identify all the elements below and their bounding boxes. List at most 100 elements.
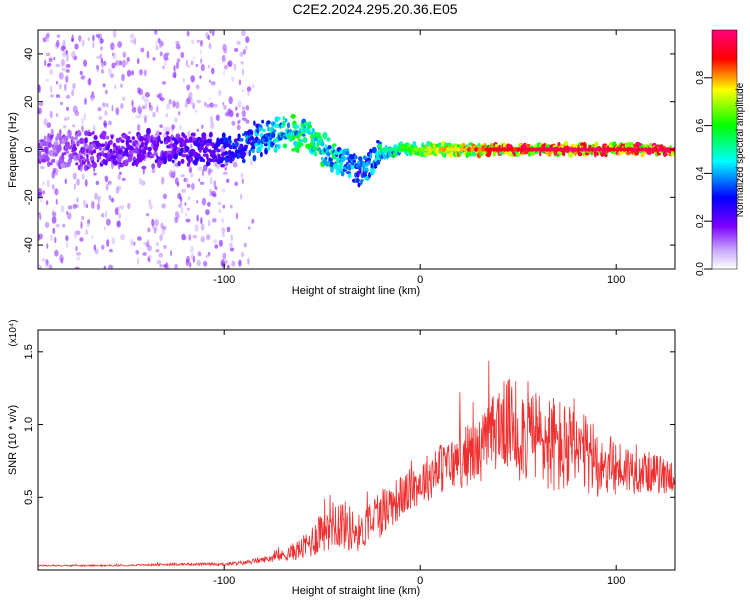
spectrogram-cell: [241, 117, 247, 121]
spectrogram-cell: [47, 62, 52, 66]
spectrogram-cell: [124, 147, 129, 155]
spectrogram-cell: [361, 179, 364, 182]
spectrogram-cell: [632, 147, 638, 152]
spectrogram-cell: [200, 143, 205, 147]
spectrogram-cell: [204, 101, 207, 107]
spectrogram-cell: [58, 72, 64, 80]
spectrogram-ylabel: Frequency (Hz): [7, 112, 19, 188]
spectrogram-cell: [569, 147, 574, 152]
spectrogram-cell: [241, 178, 244, 184]
spectrogram-cell: [101, 213, 105, 218]
spectrogram-cell: [135, 249, 140, 255]
spectrogram-cell: [52, 227, 56, 234]
spectrogram-cell: [267, 126, 270, 132]
spectrogram-cell: [197, 251, 202, 257]
spectrogram-cell: [417, 147, 422, 152]
spectrogram-cell: [157, 135, 161, 143]
spectrogram-cell: [172, 100, 176, 108]
spectrogram-cell: [226, 178, 230, 183]
spectrogram-cell: [128, 153, 133, 159]
spectrogram-cell: [184, 102, 188, 108]
spectrogram-cell: [363, 167, 369, 174]
spectrogram-cell: [158, 132, 162, 135]
spectrogram-cell: [625, 147, 631, 152]
spectrogram-cell: [93, 244, 97, 251]
spectrogram-cell: [363, 155, 367, 160]
spectrogram-cell: [38, 84, 41, 91]
spectrogram-cell: [108, 194, 112, 201]
spectrogram-cell: [371, 169, 375, 175]
spectrogram-cell: [65, 235, 69, 242]
colorbar: 0.0 0.2 0.4 0.6 0.8 Normalized spectral ampl…: [695, 29, 746, 276]
spectrogram-cell: [69, 136, 75, 140]
spectrogram-cell: [165, 113, 169, 118]
spectrogram-cell: [643, 147, 648, 152]
spectrogram-cell: [302, 136, 308, 144]
spectrogram-cell: [63, 124, 67, 129]
spectrogram-cell: [562, 147, 567, 152]
spectrogram-cell: [194, 109, 198, 113]
spectrogram-cell: [196, 200, 199, 204]
spectrogram-cell: [618, 147, 624, 152]
spectrogram-cell: [234, 142, 239, 147]
spectrogram-cell: [55, 198, 58, 205]
spectrogram-cell: [221, 54, 226, 63]
spectrogram-cell: [106, 239, 110, 248]
spectrogram-cell: [101, 130, 107, 137]
spectrogram-cell: [166, 136, 171, 143]
spectrogram-cell: [45, 78, 50, 82]
spectrogram-cell: [254, 128, 257, 135]
spectrogram-cell: [221, 226, 226, 234]
spectrogram-cell: [449, 147, 454, 152]
spectrogram-cell: [210, 190, 216, 197]
spectrogram-cell: [234, 181, 239, 186]
spectrogram-cell: [488, 147, 493, 152]
spectrogram-cell: [86, 221, 90, 228]
spectrogram-cell: [229, 160, 233, 164]
spectrogram-cell: [188, 91, 193, 100]
spectrogram-cell: [214, 103, 218, 108]
spectrogram-cell: [205, 153, 209, 160]
spectrogram-ytick-label: 20: [23, 96, 35, 108]
spectrogram-cell: [121, 145, 125, 149]
spectrogram-cell: [90, 150, 94, 156]
spectrogram-cell: [474, 147, 479, 152]
spectrogram-cell: [154, 219, 159, 226]
spectrogram-cell: [223, 64, 228, 70]
spectrogram-cell: [155, 242, 159, 247]
spectrogram-cell: [326, 137, 331, 142]
spectrogram-cell: [191, 39, 194, 45]
spectrogram-cell: [197, 166, 203, 172]
spectrogram-cell: [141, 180, 146, 186]
spectrogram-cell: [137, 236, 142, 241]
spectrogram-cell: [587, 147, 592, 152]
figure-title: C2E2.2024.295.20.36.E05: [292, 1, 457, 17]
spectrogram-marks: [38, 30, 675, 269]
spectrogram-cell: [196, 99, 202, 104]
spectrogram-cell: [131, 106, 137, 113]
spectrogram-cell: [103, 120, 107, 127]
spectrogram-cell: [71, 89, 75, 97]
spectrogram-cell: [229, 247, 235, 252]
snr-panel: -100 0 100 0.5 1.0 1.5 Height of straight lin…: [7, 319, 676, 597]
spectrogram-cell: [187, 130, 191, 138]
spectrogram-cell: [135, 115, 141, 119]
spectrogram-panel: -100 0 100 -40 -20 0 20 40 Height of straight l…: [7, 29, 676, 297]
spectrogram-cell: [96, 65, 100, 72]
spectrogram-cell: [136, 124, 141, 132]
spectrogram-cell: [223, 70, 225, 77]
spectrogram-cell: [63, 135, 69, 142]
spectrogram-cell: [130, 39, 136, 44]
spectrogram-cell: [198, 178, 201, 182]
spectrogram-cell: [80, 221, 83, 230]
spectrogram-cell: [146, 127, 151, 135]
spectrogram-cell: [162, 193, 167, 199]
spectrogram-cell: [178, 111, 181, 116]
spectrogram-cell: [177, 160, 181, 167]
spectrogram-cell: [221, 232, 225, 238]
spectrogram-cell: [207, 219, 211, 227]
spectrogram-cell: [273, 147, 278, 152]
spectrogram-cell: [54, 188, 59, 196]
spectrogram-cell: [52, 211, 57, 217]
spectrogram-cell: [112, 30, 117, 38]
